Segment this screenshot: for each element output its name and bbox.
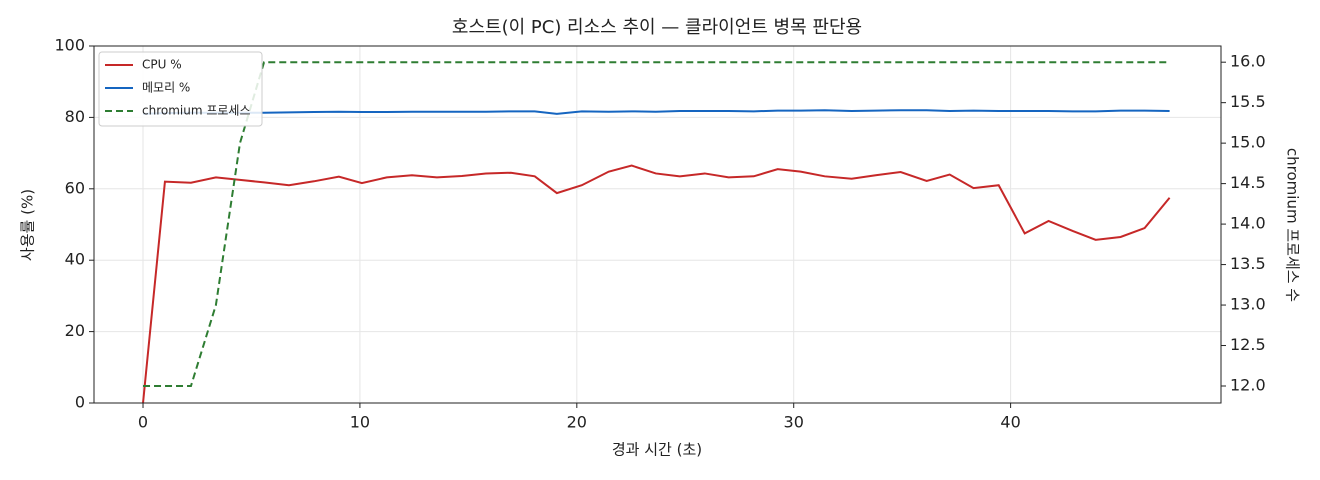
y-tick-label: 60 bbox=[65, 178, 85, 197]
legend-label: chromium 프로세스 bbox=[142, 104, 251, 118]
legend-label: 메모리 % bbox=[142, 81, 190, 95]
y2-tick-label: 13.5 bbox=[1230, 254, 1266, 273]
legend: CPU % 메모리 % chromium 프로세스 bbox=[98, 51, 263, 127]
y-tick-label: 20 bbox=[65, 321, 85, 340]
x-tick-label: 0 bbox=[138, 413, 148, 432]
chart-title: 호스트(이 PC) 리소스 추이 — 클라이언트 병목 판단용 bbox=[452, 17, 862, 38]
y2-tick-label: 12.5 bbox=[1230, 335, 1266, 354]
y2-axis-label: chromium 프로세스 수 bbox=[1284, 148, 1302, 302]
plot-frame bbox=[93, 45, 1222, 404]
y-tick-label: 40 bbox=[65, 250, 85, 269]
grid bbox=[94, 45, 1221, 404]
y2-tick-label: 12.0 bbox=[1230, 376, 1266, 395]
x-tick-label: 40 bbox=[1000, 413, 1020, 432]
legend-box bbox=[98, 51, 263, 127]
y2-tick-label: 15.0 bbox=[1230, 133, 1266, 152]
plot-lines bbox=[142, 61, 1171, 404]
y-tick-label: 100 bbox=[54, 36, 85, 55]
x-tick-label: 20 bbox=[567, 413, 587, 432]
data-line bbox=[143, 61, 1170, 387]
data-line bbox=[142, 164, 1171, 404]
y2-tick-label: 14.5 bbox=[1230, 173, 1266, 192]
y-tick-label: 80 bbox=[65, 107, 85, 126]
y2-tick-label: 13.0 bbox=[1230, 295, 1266, 314]
data-line bbox=[142, 109, 1170, 115]
y2-tick-label: 14.0 bbox=[1230, 214, 1266, 233]
y2-tick-label: 16.0 bbox=[1230, 52, 1266, 71]
x-axis-label: 경과 시간 (초) bbox=[612, 441, 702, 459]
x-tick-label: 10 bbox=[350, 413, 370, 432]
y-axis-label: 사용률 (%) bbox=[19, 189, 37, 261]
legend-label: CPU % bbox=[142, 58, 182, 72]
y2-tick-label: 15.5 bbox=[1230, 92, 1266, 111]
y-tick-label: 0 bbox=[75, 393, 85, 412]
x-tick-label: 30 bbox=[784, 413, 804, 432]
ticks: 0 10 20 30 40 0 20 40 60 80 100 12.0 12.5 13.0 13.5 14.… bbox=[54, 36, 1265, 432]
